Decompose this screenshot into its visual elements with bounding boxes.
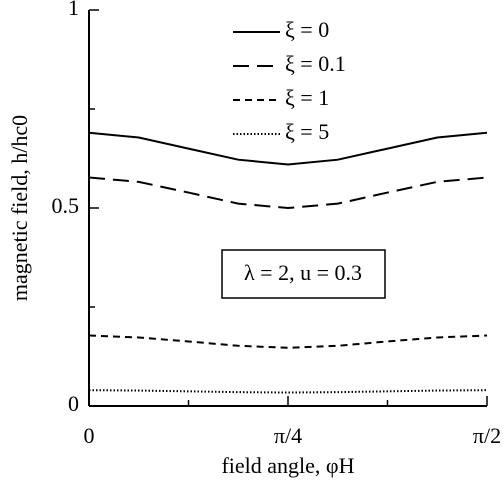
annotation: λ = 2, u = 0.3 [244, 260, 362, 285]
x-tick-label: π/4 [274, 423, 302, 448]
legend-label: ξ = 0.1 [285, 51, 346, 76]
x-tick-label: π/2 [473, 423, 501, 448]
annotation-box [221, 249, 386, 299]
line-series [88, 131, 488, 166]
legend-label: ξ = 0 [285, 17, 329, 42]
legend-label: ξ = 1 [285, 85, 329, 110]
line-series [88, 176, 488, 210]
x-tick-label: 0 [84, 423, 95, 448]
y-tick-label: 0 [68, 391, 79, 416]
x-axis-label: field angle, φH [221, 453, 354, 478]
y-axis-label: magnetic field, h/hc0 [7, 115, 32, 301]
legend-label: ξ = 5 [285, 119, 329, 144]
line-series [88, 389, 488, 394]
y-tick-label: 1 [68, 0, 79, 20]
line-series [88, 334, 488, 349]
y-tick-label: 0.5 [52, 193, 80, 218]
